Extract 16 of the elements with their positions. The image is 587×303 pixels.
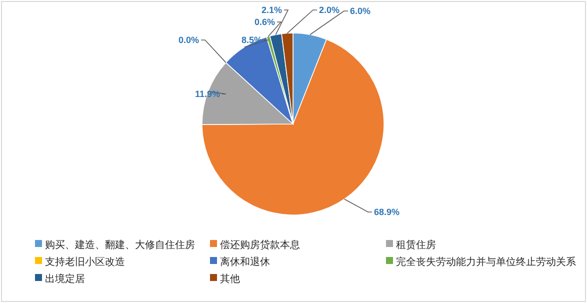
data-label: 8.5% — [241, 35, 262, 45]
data-label: 2.0% — [319, 5, 340, 15]
legend-label: 支持老旧小区改造 — [45, 256, 125, 268]
text: 0.0% — [178, 35, 199, 45]
legend-label: 其他 — [220, 273, 240, 285]
data-label: 68.9% — [374, 207, 400, 217]
legend-label: 完全丧失劳动能力并与单位终止劳动关系 — [396, 256, 576, 268]
data-label: 0.6% — [254, 17, 275, 27]
legend-label: 离休和退休 — [220, 256, 270, 268]
legend-label: 出境定居 — [45, 273, 85, 285]
data-label: 2.1% — [261, 5, 282, 15]
legend-label: 偿还购房贷款本息 — [220, 239, 300, 251]
legend-label: 租赁住房 — [396, 239, 436, 251]
data-label: 6.0% — [350, 6, 371, 16]
data-label: 11.9% — [194, 89, 220, 99]
legend-label: 购买、建造、翻建、大修自住住房 — [45, 239, 195, 251]
